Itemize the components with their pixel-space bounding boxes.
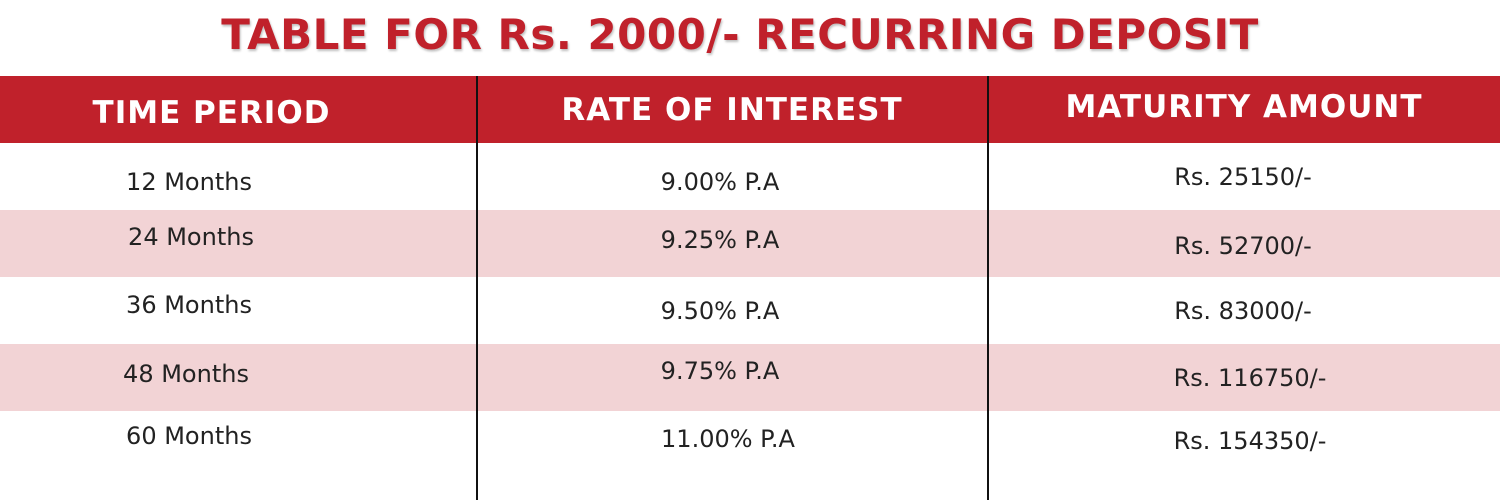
- cell-rate-of-interest: 11.00% P.A: [661, 425, 795, 453]
- table-row: 60 Months 11.00% P.A Rs. 154350/-: [0, 411, 1500, 478]
- table-row: 12 Months 9.00% P.A Rs. 25150/-: [0, 143, 1500, 210]
- cell-time-period: 48 Months: [123, 360, 249, 388]
- table-row: 48 Months 9.75% P.A Rs. 116750/-: [0, 344, 1500, 411]
- table-header-row: TIME PERIOD RATE OF INTEREST MATURITY AM…: [0, 76, 1500, 143]
- cell-rate-of-interest: 9.75% P.A: [660, 357, 780, 385]
- cell-time-period: 24 Months: [128, 223, 254, 251]
- column-divider: [987, 76, 989, 500]
- cell-rate-of-interest: 9.50% P.A: [660, 297, 780, 325]
- page-title: TABLE FOR Rs. 2000/- RECURRING DEPOSIT: [221, 10, 1259, 59]
- cell-rate-of-interest: 9.00% P.A: [660, 168, 780, 196]
- column-header-rate-of-interest: RATE OF INTEREST: [561, 91, 903, 128]
- column-header-maturity-amount: MATURITY AMOUNT: [1065, 88, 1423, 125]
- cell-maturity-amount: Rs. 116750/-: [1173, 364, 1327, 392]
- cell-time-period: 60 Months: [126, 422, 252, 450]
- cell-rate-of-interest: 9.25% P.A: [660, 226, 780, 254]
- cell-time-period: 36 Months: [126, 291, 252, 319]
- cell-maturity-amount: Rs. 154350/-: [1173, 427, 1327, 455]
- deposit-table: TIME PERIOD RATE OF INTEREST MATURITY AM…: [0, 76, 1500, 500]
- table-row: 24 Months 9.25% P.A Rs. 52700/-: [0, 210, 1500, 277]
- cell-maturity-amount: Rs. 83000/-: [1174, 297, 1312, 325]
- cell-time-period: 12 Months: [126, 168, 252, 196]
- column-header-time-period: TIME PERIOD: [92, 94, 331, 131]
- column-divider: [476, 76, 478, 500]
- cell-maturity-amount: Rs. 25150/-: [1174, 163, 1312, 191]
- cell-maturity-amount: Rs. 52700/-: [1174, 232, 1312, 260]
- table-row: 36 Months 9.50% P.A Rs. 83000/-: [0, 277, 1500, 344]
